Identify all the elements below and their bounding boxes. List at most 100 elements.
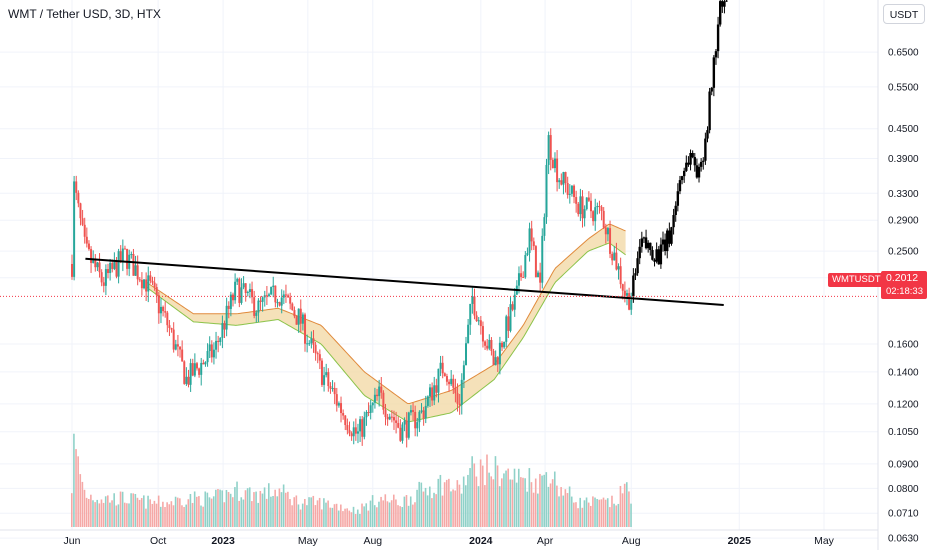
candle-body bbox=[278, 302, 281, 306]
volume-bar bbox=[75, 449, 77, 527]
time-axis[interactable]: Jun Oct 2023 May Aug 2024 Apr Aug 2025 May bbox=[0, 529, 878, 547]
volume-bar bbox=[255, 491, 257, 527]
currency-unit-button[interactable]: USDT bbox=[883, 4, 925, 24]
candle-body bbox=[532, 241, 535, 247]
projection-body bbox=[685, 162, 688, 171]
volume-bar bbox=[390, 500, 393, 527]
projection-body bbox=[699, 161, 703, 167]
candle-body bbox=[212, 349, 215, 358]
candle-body bbox=[390, 416, 393, 418]
volume-bar bbox=[242, 499, 245, 527]
volume-bar bbox=[600, 499, 603, 527]
volume-bar bbox=[123, 502, 126, 527]
volume-bar bbox=[204, 491, 207, 527]
volume-bar bbox=[382, 500, 384, 527]
volume-bar bbox=[138, 499, 141, 527]
candle-body bbox=[342, 413, 345, 416]
candle-body bbox=[558, 180, 561, 183]
volume-bar bbox=[445, 479, 448, 527]
volume-bar bbox=[189, 493, 192, 527]
volume-bar bbox=[227, 492, 230, 527]
projection-body bbox=[663, 239, 667, 252]
projection-body bbox=[649, 242, 652, 251]
candle-body bbox=[100, 272, 103, 283]
candle-body bbox=[151, 280, 154, 283]
volume-bar bbox=[291, 505, 293, 527]
projection-body bbox=[691, 152, 694, 158]
projection-body bbox=[670, 227, 673, 244]
candle-body bbox=[248, 289, 251, 292]
volume-bar bbox=[236, 481, 238, 527]
volume-bar bbox=[509, 479, 512, 527]
candle-body bbox=[422, 410, 425, 419]
volume-bar bbox=[128, 503, 130, 527]
candle-body bbox=[172, 329, 175, 350]
trendline[interactable] bbox=[0, 257, 878, 306]
volume-bar bbox=[361, 503, 363, 527]
volume-bar bbox=[473, 463, 476, 527]
candle-body bbox=[513, 294, 516, 310]
volume-bar bbox=[373, 505, 376, 527]
projection-body bbox=[638, 246, 641, 259]
candle-body bbox=[367, 412, 370, 414]
candle-body bbox=[534, 246, 537, 278]
candle-body bbox=[543, 217, 546, 236]
candle-body bbox=[441, 362, 444, 374]
candle-body bbox=[143, 279, 146, 289]
candle-body bbox=[433, 385, 436, 401]
candle-body bbox=[136, 265, 139, 280]
volume-bar bbox=[520, 477, 522, 527]
candle-body bbox=[551, 159, 554, 169]
candle-body bbox=[426, 396, 429, 406]
volume-bar bbox=[90, 494, 92, 527]
volume-bar bbox=[191, 502, 194, 527]
volume-bar bbox=[208, 497, 211, 527]
candle-body bbox=[524, 255, 527, 278]
volume-bar bbox=[403, 496, 406, 527]
volume-bar bbox=[147, 495, 149, 527]
candle-body bbox=[541, 235, 544, 283]
volume-bar bbox=[551, 479, 554, 527]
volume-bar bbox=[263, 487, 266, 527]
volume-bar bbox=[73, 433, 75, 527]
volume-bar bbox=[81, 481, 84, 527]
candle-body bbox=[77, 192, 80, 204]
volume-bar bbox=[306, 505, 308, 527]
volume-bar bbox=[560, 487, 562, 527]
candle-body bbox=[477, 320, 480, 322]
volume-bar bbox=[282, 484, 285, 527]
volume-bar bbox=[215, 489, 217, 527]
volume-bar bbox=[507, 468, 509, 527]
volume-bar bbox=[348, 510, 351, 527]
volume-bar bbox=[356, 509, 359, 527]
candle-body bbox=[581, 196, 584, 219]
candle-body bbox=[185, 376, 188, 384]
volume-bar bbox=[96, 499, 99, 527]
volume-bar bbox=[494, 456, 497, 527]
volume-bar bbox=[428, 486, 431, 527]
candle-body bbox=[297, 308, 300, 325]
volume-bar bbox=[297, 504, 300, 527]
volume-bar bbox=[301, 503, 304, 527]
candle-body bbox=[403, 420, 406, 425]
volume-bar bbox=[259, 490, 262, 527]
candle-body bbox=[596, 205, 599, 208]
projection-body bbox=[666, 230, 669, 252]
projection-body bbox=[642, 237, 646, 239]
volume-bar bbox=[515, 482, 518, 527]
volume-bar bbox=[268, 483, 270, 527]
candle-body bbox=[348, 430, 351, 434]
candle-body bbox=[409, 410, 412, 413]
volume-bar bbox=[287, 491, 289, 527]
volume-bar bbox=[113, 493, 115, 527]
candle-body bbox=[594, 207, 597, 222]
volume-bar bbox=[109, 502, 111, 527]
candle-body bbox=[492, 350, 495, 366]
candle-body bbox=[384, 409, 387, 418]
candle-body bbox=[625, 293, 628, 296]
candle-body bbox=[272, 285, 275, 288]
candle-body bbox=[225, 305, 228, 330]
candle-body bbox=[109, 263, 112, 274]
candle-body bbox=[289, 297, 292, 304]
